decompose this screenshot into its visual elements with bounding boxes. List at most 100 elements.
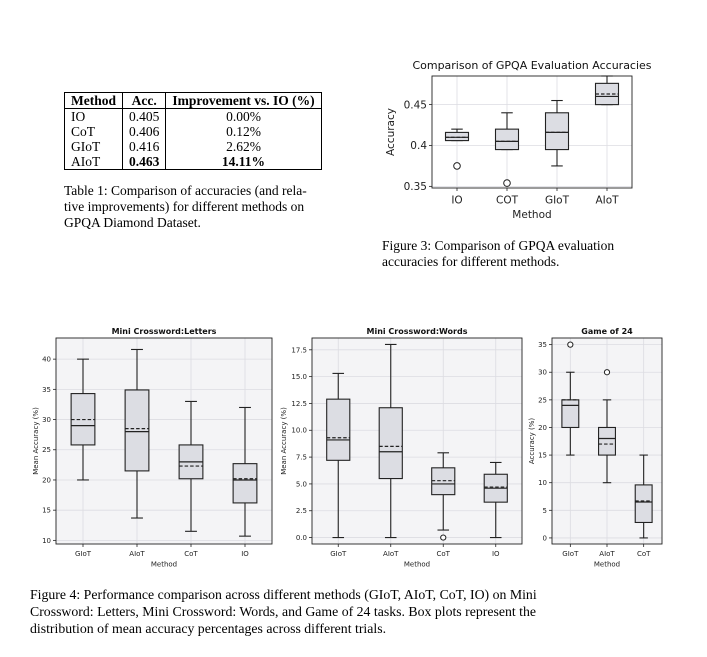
x-tick-label: CoT	[437, 550, 451, 558]
cell-acc: 0.405	[121, 108, 166, 124]
box	[232, 463, 258, 504]
y-axis-label: Mean Accuracy (%)	[32, 407, 40, 475]
gpqa-boxplot-chart: 0.35 0.4 0.45 IO COT GIoT AIoT Comparison of GP…	[385, 59, 652, 221]
box	[598, 426, 616, 456]
x-tick-label: IO	[241, 550, 249, 558]
cell-improvement: 0.12%	[165, 124, 322, 139]
column-header-acc: Acc.	[121, 92, 166, 109]
box	[124, 389, 150, 472]
cell-acc: 0.406	[121, 124, 166, 139]
y-tick-label: 30	[42, 416, 51, 424]
x-axis-label: Method	[512, 209, 551, 221]
outlier-point	[567, 341, 574, 348]
x-tick-label: AIoT	[129, 550, 145, 558]
column-header-method: Method	[64, 92, 123, 109]
y-axis-label: Mean Accuracy (%)	[280, 407, 288, 475]
y-tick-label: 10	[42, 537, 51, 545]
x-tick-label: AIoT	[599, 550, 615, 558]
box	[634, 484, 653, 524]
y-axis-label: Accuracy	[385, 108, 397, 156]
y-tick-label: 10.0	[291, 427, 307, 435]
y-tick-label: 7.5	[296, 454, 307, 462]
y-tick-label: 12.5	[291, 400, 307, 408]
table-row: CoT 0.406 0.12%	[64, 124, 322, 139]
y-tick-label: 20	[538, 424, 547, 432]
x-tick-label: IO	[451, 195, 462, 207]
y-tick-label: 5	[543, 507, 547, 515]
plot-frame	[311, 337, 523, 545]
figure4-caption-line: distribution of mean accuracy percentage…	[30, 621, 387, 636]
figure4-caption: Figure 4: Performance comparison across …	[30, 586, 670, 637]
box	[444, 131, 470, 142]
outlier-point	[453, 162, 461, 170]
box	[378, 407, 403, 480]
table-row: AIoT 0.463 14.11%	[64, 154, 322, 170]
figure3-caption-line: Figure 3: Comparison of GPQA evaluation	[382, 238, 615, 253]
y-tick-label: 15	[42, 507, 51, 515]
box	[561, 399, 580, 429]
box	[544, 112, 570, 151]
y-tick-label: 0.4	[410, 140, 427, 152]
cell-improvement: 14.11%	[165, 154, 322, 170]
x-axis-label: Method	[594, 561, 620, 569]
x-tick-label: COT	[496, 195, 519, 207]
y-tick-label: 0.35	[404, 181, 427, 193]
game24-boxplot-chart: 0 5 10 15 20 25 30 35 GIoT AIoT CoT Game of 24 Metho…	[528, 327, 663, 569]
table-row: GIoT 0.416 2.62%	[64, 139, 322, 154]
figure3-caption-line: accuracies for different methods.	[382, 254, 560, 269]
y-tick-label: 35	[42, 386, 51, 394]
table-caption-line: Table 1: Comparison of accuracies (and r…	[64, 183, 307, 198]
outlier-point	[440, 534, 447, 541]
column-header-improvement: Improvement vs. IO (%)	[165, 92, 322, 109]
y-tick-label: 0	[543, 534, 547, 542]
x-tick-label: GIoT	[330, 550, 347, 558]
x-tick-label: AIoT	[383, 550, 399, 558]
plot-frame	[431, 75, 633, 189]
y-tick-label: 5.0	[296, 480, 307, 488]
y-tick-label: 0.0	[296, 534, 307, 542]
box	[326, 398, 351, 461]
chart-title: Game of 24	[581, 327, 633, 336]
cell-method: GIoT	[64, 139, 123, 154]
cell-method: AIoT	[64, 154, 123, 170]
y-tick-label: 17.5	[291, 346, 307, 354]
table-header-row: Method Acc. Improvement vs. IO (%)	[64, 92, 322, 109]
y-tick-label: 20	[42, 476, 51, 484]
y-tick-label: 25	[42, 446, 51, 454]
x-axis-label: Method	[151, 561, 177, 569]
table-caption-line: tive improvements) for different methods…	[64, 199, 305, 214]
table-caption: Table 1: Comparison of accuracies (and r…	[64, 183, 364, 231]
figure4-caption-line: Figure 4: Performance comparison across …	[30, 587, 537, 602]
x-tick-label: AIoT	[595, 195, 619, 207]
x-tick-label: CoT	[637, 550, 651, 558]
cell-method: CoT	[64, 124, 123, 139]
cell-improvement: 2.62%	[165, 139, 322, 154]
chart-title: Mini Crossword:Letters	[112, 327, 217, 336]
y-axis-label: Accuracy (%)	[528, 418, 536, 465]
x-tick-label: GIoT	[562, 550, 579, 558]
x-tick-label: GIoT	[545, 195, 570, 207]
x-tick-label: CoT	[184, 550, 198, 558]
y-tick-label: 10	[538, 479, 547, 487]
plot-frame	[55, 337, 273, 545]
outlier-point	[503, 179, 511, 187]
y-tick-label: 15	[538, 452, 547, 460]
x-axis-label: Method	[404, 561, 430, 569]
cell-improvement: 0.00%	[165, 108, 322, 124]
y-tick-label: 40	[42, 356, 51, 364]
y-tick-label: 0.45	[404, 99, 427, 111]
results-table: Method Acc. Improvement vs. IO (%) IO 0.…	[64, 92, 322, 170]
cell-method: IO	[64, 108, 123, 124]
cell-acc: 0.463	[121, 154, 166, 170]
outlier-point	[603, 369, 611, 376]
cell-acc: 0.416	[121, 139, 166, 154]
y-tick-label: 2.5	[296, 507, 307, 515]
chart-title: Comparison of GPQA Evaluation Accuracies	[412, 59, 651, 72]
figure3-caption: Figure 3: Comparison of GPQA evaluation …	[382, 238, 672, 270]
y-tick-label: 15.0	[291, 373, 307, 381]
table-caption-line: GPQA Diamond Dataset.	[64, 215, 201, 230]
letters-boxplot-chart: 10 15 20 25 30 35 40 GIoT AIoT CoT IO Mini Crosswor…	[32, 327, 273, 569]
chart-title: Mini Crossword:Words	[367, 327, 468, 336]
y-tick-label: 25	[538, 396, 547, 404]
x-tick-label: GIoT	[75, 550, 92, 558]
